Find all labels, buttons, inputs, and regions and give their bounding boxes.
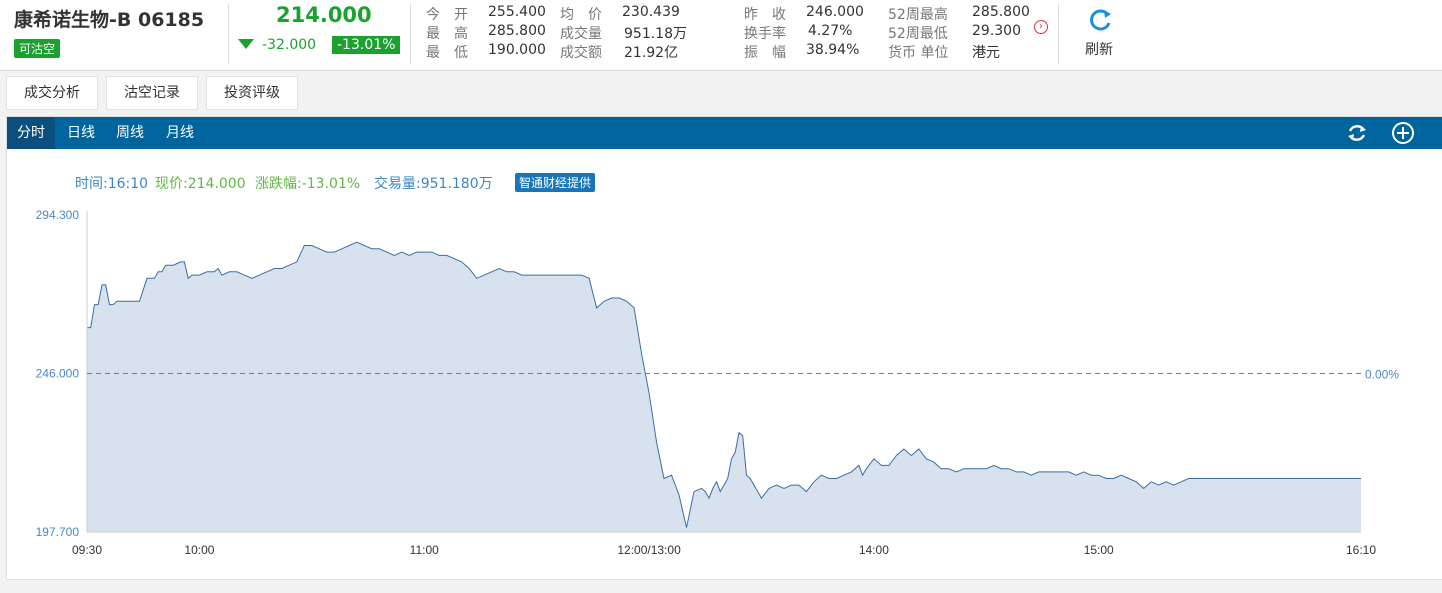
price-line	[87, 241, 1361, 528]
add-icon[interactable]	[1391, 121, 1415, 145]
stat-open-value: 255.400	[488, 4, 546, 20]
y-tick-label: 197.700	[36, 525, 80, 539]
x-tick-label: 12:00/13:00	[617, 543, 681, 557]
reload-icon[interactable]	[1345, 121, 1369, 145]
stat-amplitude: 振 幅	[744, 45, 786, 61]
refresh-button[interactable]	[1078, 4, 1122, 60]
divider	[228, 4, 229, 64]
divider	[1058, 4, 1059, 64]
refresh-icon	[1090, 9, 1111, 31]
stat-open: 今 开	[426, 7, 468, 23]
current-price: 214.000	[276, 3, 372, 27]
y-tick-label: 246.000	[36, 367, 80, 381]
stat-prev-close: 昨 收	[744, 7, 786, 23]
period-intraday[interactable]: 分时	[7, 117, 55, 149]
x-tick-label: 11:00	[410, 543, 439, 557]
tab-trade-analysis[interactable]: 成交分析	[6, 76, 98, 110]
stat-avg: 均 价	[560, 7, 602, 23]
x-tick-label: 09:30	[72, 543, 102, 557]
stat-volume: 成交量	[560, 26, 602, 42]
y-tick-label: 294.300	[36, 208, 80, 222]
baseline-pct-label: 0.00%	[1365, 368, 1399, 382]
price-area	[87, 242, 1361, 532]
period-weekly[interactable]: 周线	[116, 125, 144, 141]
info-volume: 交易量:951.180万	[374, 176, 493, 192]
chart-panel: 分时 日线 周线 月线 时间:16:10 现价:214.000 涨跌幅:-13.…	[6, 116, 1442, 580]
info-price: 现价:214.000	[155, 176, 246, 192]
refresh-label[interactable]: 刷新	[1085, 42, 1113, 58]
stat-prev-close-value: 246.000	[806, 4, 864, 20]
tab-investment-rating[interactable]: 投资评级	[206, 76, 298, 110]
stat-52w-high: 52周最高	[888, 7, 948, 23]
short-sell-badge[interactable]: 可沽空	[14, 39, 61, 58]
data-provider-badge: 智通财经提供	[515, 173, 596, 192]
stat-high-value: 285.800	[488, 23, 546, 39]
info-time: 时间:16:10	[75, 176, 149, 192]
divider	[410, 4, 411, 64]
change-percent-badge: -13.01%	[332, 36, 401, 54]
intraday-chart: 0.00% 294.300 246.000 197.700 09:30 10:00 11:0…	[36, 208, 1400, 557]
tab-short-records[interactable]: 沽空记录	[106, 76, 198, 110]
stat-currency: 货币 单位	[888, 45, 949, 61]
period-monthly[interactable]: 月线	[166, 125, 194, 141]
x-tick-label: 15:00	[1084, 543, 1114, 557]
stat-amplitude-value: 38.94%	[806, 42, 860, 58]
stat-low: 最 低	[426, 45, 468, 61]
stat-avg-value: 230.439	[622, 4, 680, 20]
stock-name: 康希诺生物-B 06185	[14, 9, 205, 31]
stat-turnover-rate-value: 4.27%	[808, 23, 853, 39]
price-change: -32.000	[262, 37, 317, 53]
stat-turnover: 成交额	[560, 45, 602, 61]
info-change: 涨跌幅:-13.01%	[255, 176, 361, 192]
stat-low-value: 190.000	[488, 42, 546, 58]
stat-52w-low: 52周最低	[888, 26, 948, 42]
stat-turnover-rate: 换手率	[744, 26, 786, 42]
x-tick-label: 16:10	[1346, 543, 1376, 557]
down-arrow-icon	[238, 39, 254, 49]
stock-header: 康希诺生物-B 06185 可沽空 214.000 -32.000 -13.01…	[0, 0, 1442, 71]
stat-turnover-value: 21.92亿	[624, 45, 679, 61]
stat-52w-low-value: 29.300	[972, 23, 1021, 39]
stat-52w-high-value: 285.800	[972, 4, 1030, 20]
stat-currency-value: 港元	[972, 45, 1000, 61]
x-tick-label: 14:00	[859, 543, 889, 557]
period-bar: 分时 日线 周线 月线	[7, 117, 1442, 149]
stat-high: 最 高	[426, 26, 468, 42]
stat-volume-value: 951.18万	[624, 26, 687, 42]
period-daily[interactable]: 日线	[67, 125, 95, 141]
x-tick-label: 10:00	[184, 543, 214, 557]
expand-more-icon[interactable]: ›	[1034, 20, 1048, 34]
